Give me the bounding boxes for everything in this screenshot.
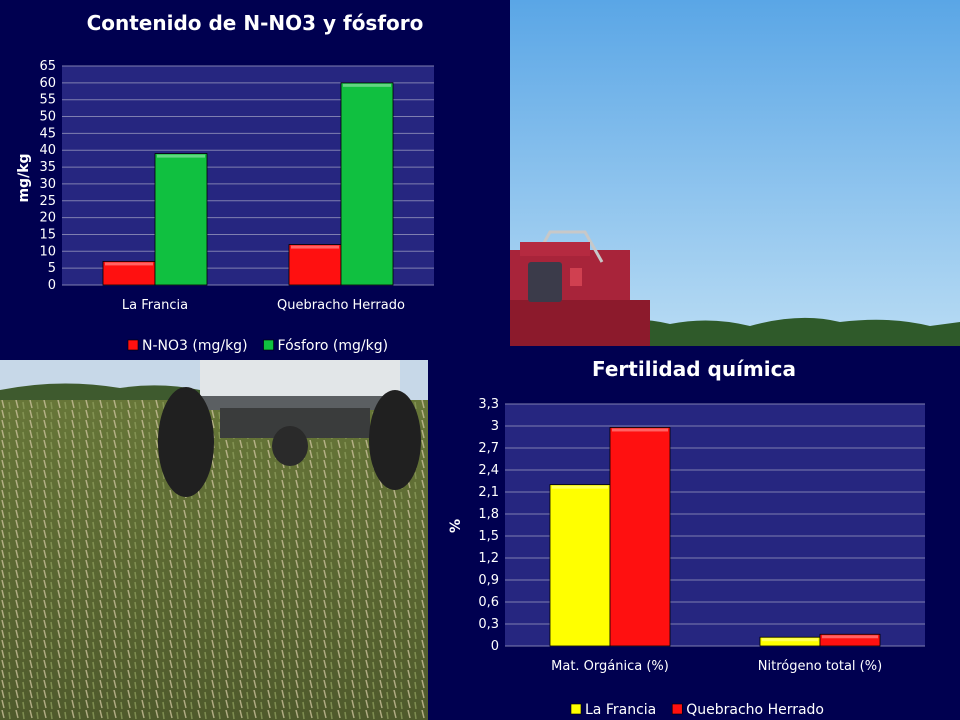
y-tick-label: 2,4 [478,463,499,478]
y-tick-label: 30 [39,177,56,192]
y-tick-label: 1,2 [478,551,499,566]
x-tick-label: Quebracho Herrado [277,298,405,313]
y-tick-label: 0,3 [478,617,499,632]
y-tick-label: 1,8 [478,507,499,522]
y-axis-label: mg/kg [16,153,32,202]
y-tick-label: 2,7 [478,441,499,456]
y-tick-label: 5 [48,261,56,276]
y-tick-label: 3,3 [478,397,499,412]
y-tick-label: 25 [39,194,56,209]
y-tick-label: 2,1 [478,485,499,500]
y-tick-label: 60 [39,76,56,91]
y-tick-label: 65 [39,59,56,74]
y-tick-label: 45 [39,126,56,141]
harvester-photo [510,0,960,346]
bar-quebracho-herrado [609,427,671,647]
field-photo [0,360,428,720]
bar-highlight [552,485,608,489]
legend-swatch [127,339,139,351]
bar-highlight [105,262,153,266]
x-tick-label: Nitrógeno total (%) [758,659,882,674]
chart-nitrate-phosphorus: Contenido de N-NO3 y fósforo 0 5 10 15 20 25 3… [0,0,510,360]
x-tick-label: La Francia [122,298,188,313]
y-tick-label: 0 [491,639,499,654]
y-tick-label: 3 [491,419,499,434]
y-tick-label: 0,6 [478,595,499,610]
y-tick-label: 35 [39,160,56,175]
y-tick-label: 40 [39,143,56,158]
chart-title: Contenido de N-NO3 y fósforo [87,11,424,35]
bar-highlight [157,154,205,158]
x-tick-label: Mat. Orgánica (%) [551,659,669,674]
bar-n-no3-mg-kg- [288,244,342,286]
y-tick-label: 55 [39,93,56,108]
harvester-photo-icon [510,0,960,346]
legend-entry: Quebracho Herrado [686,702,824,718]
bar-quebracho-herrado [819,633,881,647]
tractor-trailer-field-photo-icon [0,360,428,720]
y-axis-label: % [448,519,464,533]
legend-entry: La Francia [585,702,656,718]
bar-highlight [343,83,391,87]
legend-entry: N-NO3 (mg/kg) [142,338,248,354]
chart-chemical-fertility-svg: Fertilidad química 0 0,3 0,6 0,9 1,2 1,5 1,8 2,… [448,357,925,718]
legend-swatch [570,703,582,715]
y-tick-label: 20 [39,211,56,226]
y-tick-label: 0,9 [478,573,499,588]
legend-swatch [263,339,274,351]
chart-chemical-fertility: Fertilidad química 0 0,3 0,6 0,9 1,2 1,5 1,8 2,… [428,346,960,720]
legend-entry: Fósforo (mg/kg) [278,338,389,354]
legend-swatch [671,703,683,715]
y-tick-label: 10 [39,244,56,259]
bar-highlight [762,638,818,642]
bar-f-sforo-mg-kg- [340,82,394,286]
chart-title: Fertilidad química [592,357,796,381]
y-tick-label: 1,5 [478,529,499,544]
y-tick-label: 0 [48,278,56,293]
bar-la-francia [549,484,611,647]
bar-f-sforo-mg-kg- [154,153,208,286]
bar-highlight [291,245,339,249]
bar-highlight [612,428,668,432]
bar-highlight [822,635,878,639]
y-tick-label: 15 [39,227,56,242]
y-tick-label: 50 [39,110,56,125]
